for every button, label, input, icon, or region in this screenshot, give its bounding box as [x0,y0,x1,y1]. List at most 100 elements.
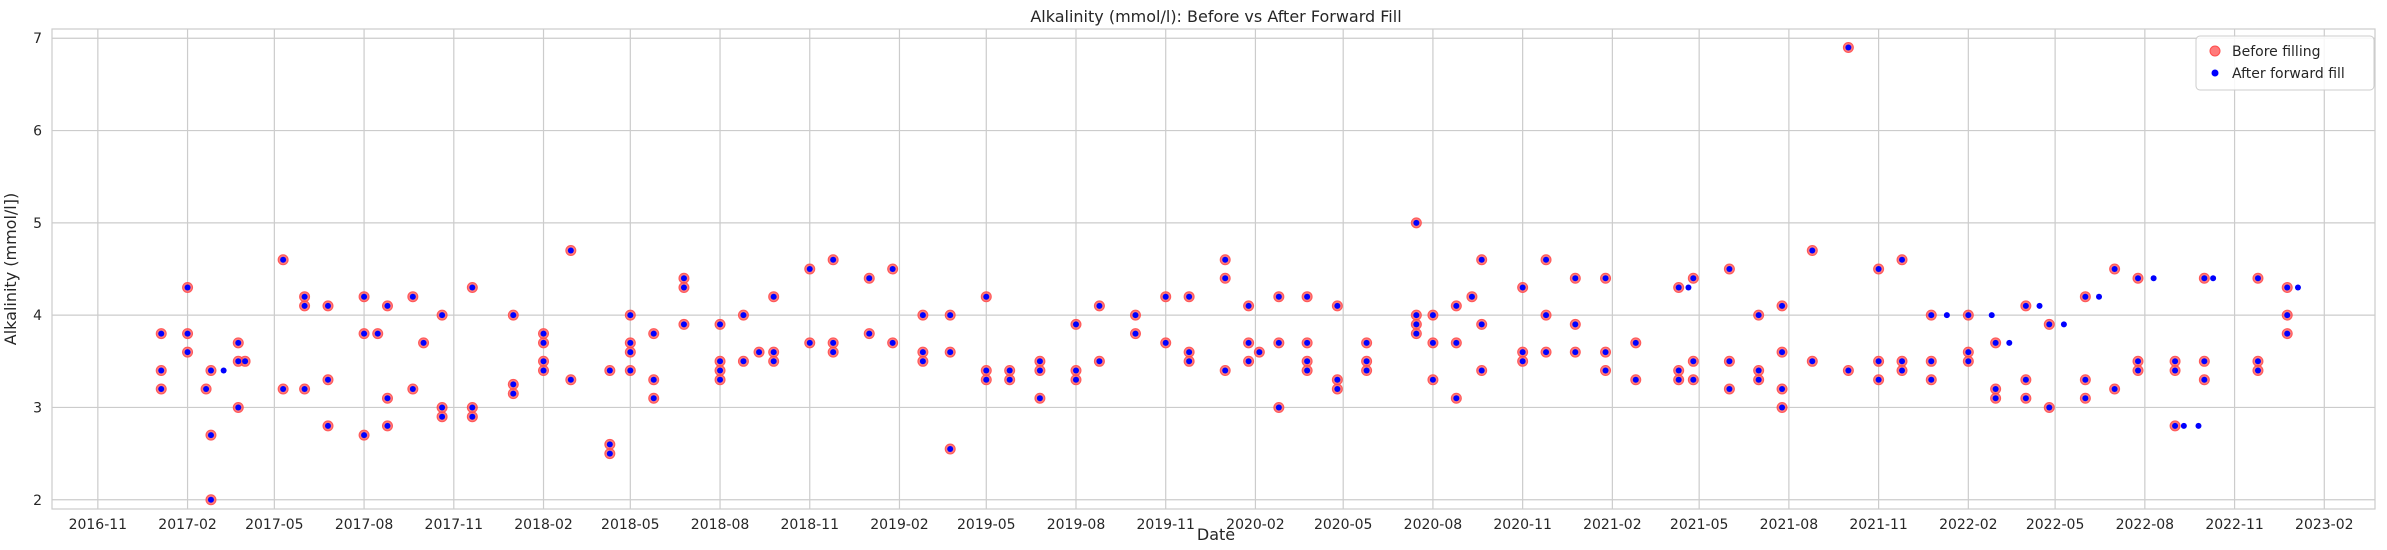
x-tick-label: 2021-11 [1849,517,1908,533]
after-forward-fill-point [1779,404,1786,411]
after-forward-fill-point [384,302,391,309]
after-forward-fill-point [650,395,657,402]
after-forward-fill-point [2022,376,2029,383]
after-forward-fill-point [1543,256,1550,263]
y-tick-label: 7 [33,31,42,47]
after-forward-fill-point [2111,266,2118,272]
after-forward-fill-point [2060,321,2067,328]
y-tick-label: 3 [33,400,42,416]
after-forward-fill-point [1875,266,1882,272]
after-forward-fill-point [1429,376,1436,383]
x-tick-label: 2018-11 [781,517,840,533]
after-forward-fill-point [235,404,242,411]
after-forward-fill-point [1132,312,1139,319]
after-forward-fill-point [1992,386,1999,392]
after-forward-fill-point [1275,293,1282,300]
after-forward-fill-point [717,358,724,365]
after-forward-fill-point [158,367,165,374]
after-forward-fill-point [983,376,990,383]
after-forward-fill-point [1899,256,1906,263]
after-forward-fill-point [2096,293,2103,300]
after-forward-fill-point [361,293,368,300]
x-tick-label: 2017-11 [425,517,484,533]
after-forward-fill-point [301,302,308,309]
legend-label-after-forward-fill: After forward fill [2232,66,2345,82]
after-forward-fill-point [1726,386,1733,392]
after-forward-fill-point [1304,339,1311,346]
after-forward-fill-point [301,293,308,300]
before-filling-series [155,41,2293,506]
after-forward-fill-point [606,367,613,374]
after-forward-fill-point [947,312,954,319]
after-forward-fill-point [207,496,214,503]
after-forward-fill-point [2150,275,2157,282]
after-forward-fill-point [680,321,687,328]
x-tick-label: 2017-05 [245,517,304,533]
after-forward-fill-point [983,367,990,374]
after-forward-fill-point [1072,376,1079,383]
after-forward-fill-point [606,450,613,457]
after-forward-fill-point [1222,256,1229,263]
after-forward-fill-point [361,432,368,439]
after-forward-fill-point [1304,358,1311,365]
after-forward-fill-point [1245,339,1252,346]
after-forward-fill-point [1363,339,1370,346]
after-forward-fill-point [1690,358,1697,365]
after-forward-fill-point [866,330,873,337]
after-forward-fill-point [2201,275,2208,282]
legend-label-before-filling: Before filling [2232,44,2320,60]
after-forward-fill-point [1186,293,1193,300]
after-forward-fill-point [1543,312,1550,319]
after-forward-fill-point [1096,302,1103,309]
after-forward-fill-point [1162,339,1169,346]
after-forward-fill-point [627,349,634,356]
after-forward-fill-point [889,266,896,272]
after-forward-fill-point [2210,275,2217,282]
after-forward-fill-point [1096,358,1103,365]
after-forward-fill-point [184,349,191,356]
after-forward-fill-point [2022,395,2029,402]
after-forward-fill-point [1413,219,1420,226]
x-tick-label: 2019-05 [957,517,1016,533]
after-forward-fill-point [770,293,777,300]
after-forward-fill-point [1755,312,1762,319]
after-forward-fill-point [1429,312,1436,319]
after-forward-fill-point [1992,395,1999,402]
after-forward-fill-point [1072,367,1079,374]
after-forward-fill-point [830,256,837,263]
after-forward-fill-point [1899,358,1906,365]
after-forward-fill-point [680,275,687,282]
after-forward-fill-point [409,386,416,392]
x-tick-label: 2018-08 [691,517,750,533]
after-forward-fill-point [207,367,214,374]
x-tick-label: 2018-05 [601,517,660,533]
after-forward-fill-point [717,376,724,383]
after-forward-fill-point [324,422,331,429]
after-forward-fill-point [469,284,476,291]
y-axis-label: Alkalinity (mmol/l]) [1,193,20,345]
after-forward-fill-point [510,312,517,319]
after-forward-fill-point [1468,293,1475,300]
after-forward-fill-point [1519,349,1526,356]
after-forward-fill-point [1519,284,1526,291]
after-forward-fill-point [439,404,446,411]
after-forward-fill-point [1809,247,1816,254]
after-forward-fill-point [1965,349,1972,356]
after-forward-fill-point [2284,312,2291,319]
after-forward-fill-point [1363,358,1370,365]
after-forward-fill-point [740,312,747,319]
after-forward-fill-point [1429,339,1436,346]
after-forward-fill-point [1602,367,1609,374]
x-tick-label: 2020-11 [1493,517,1552,533]
after-forward-fill-point [2046,321,2053,328]
x-tick-label: 2019-02 [870,517,929,533]
after-forward-fill-point [1334,386,1341,392]
after-forward-fill-point [2195,422,2202,429]
x-tick-label: 2022-05 [2026,517,2085,533]
after-forward-fill-point [2254,358,2261,365]
after-forward-fill-point [1928,376,1935,383]
after-forward-fill-point [806,266,813,272]
after-forward-fill-point [2022,302,2029,309]
after-forward-fill-point [2082,395,2089,402]
legend-box [2195,35,2375,91]
